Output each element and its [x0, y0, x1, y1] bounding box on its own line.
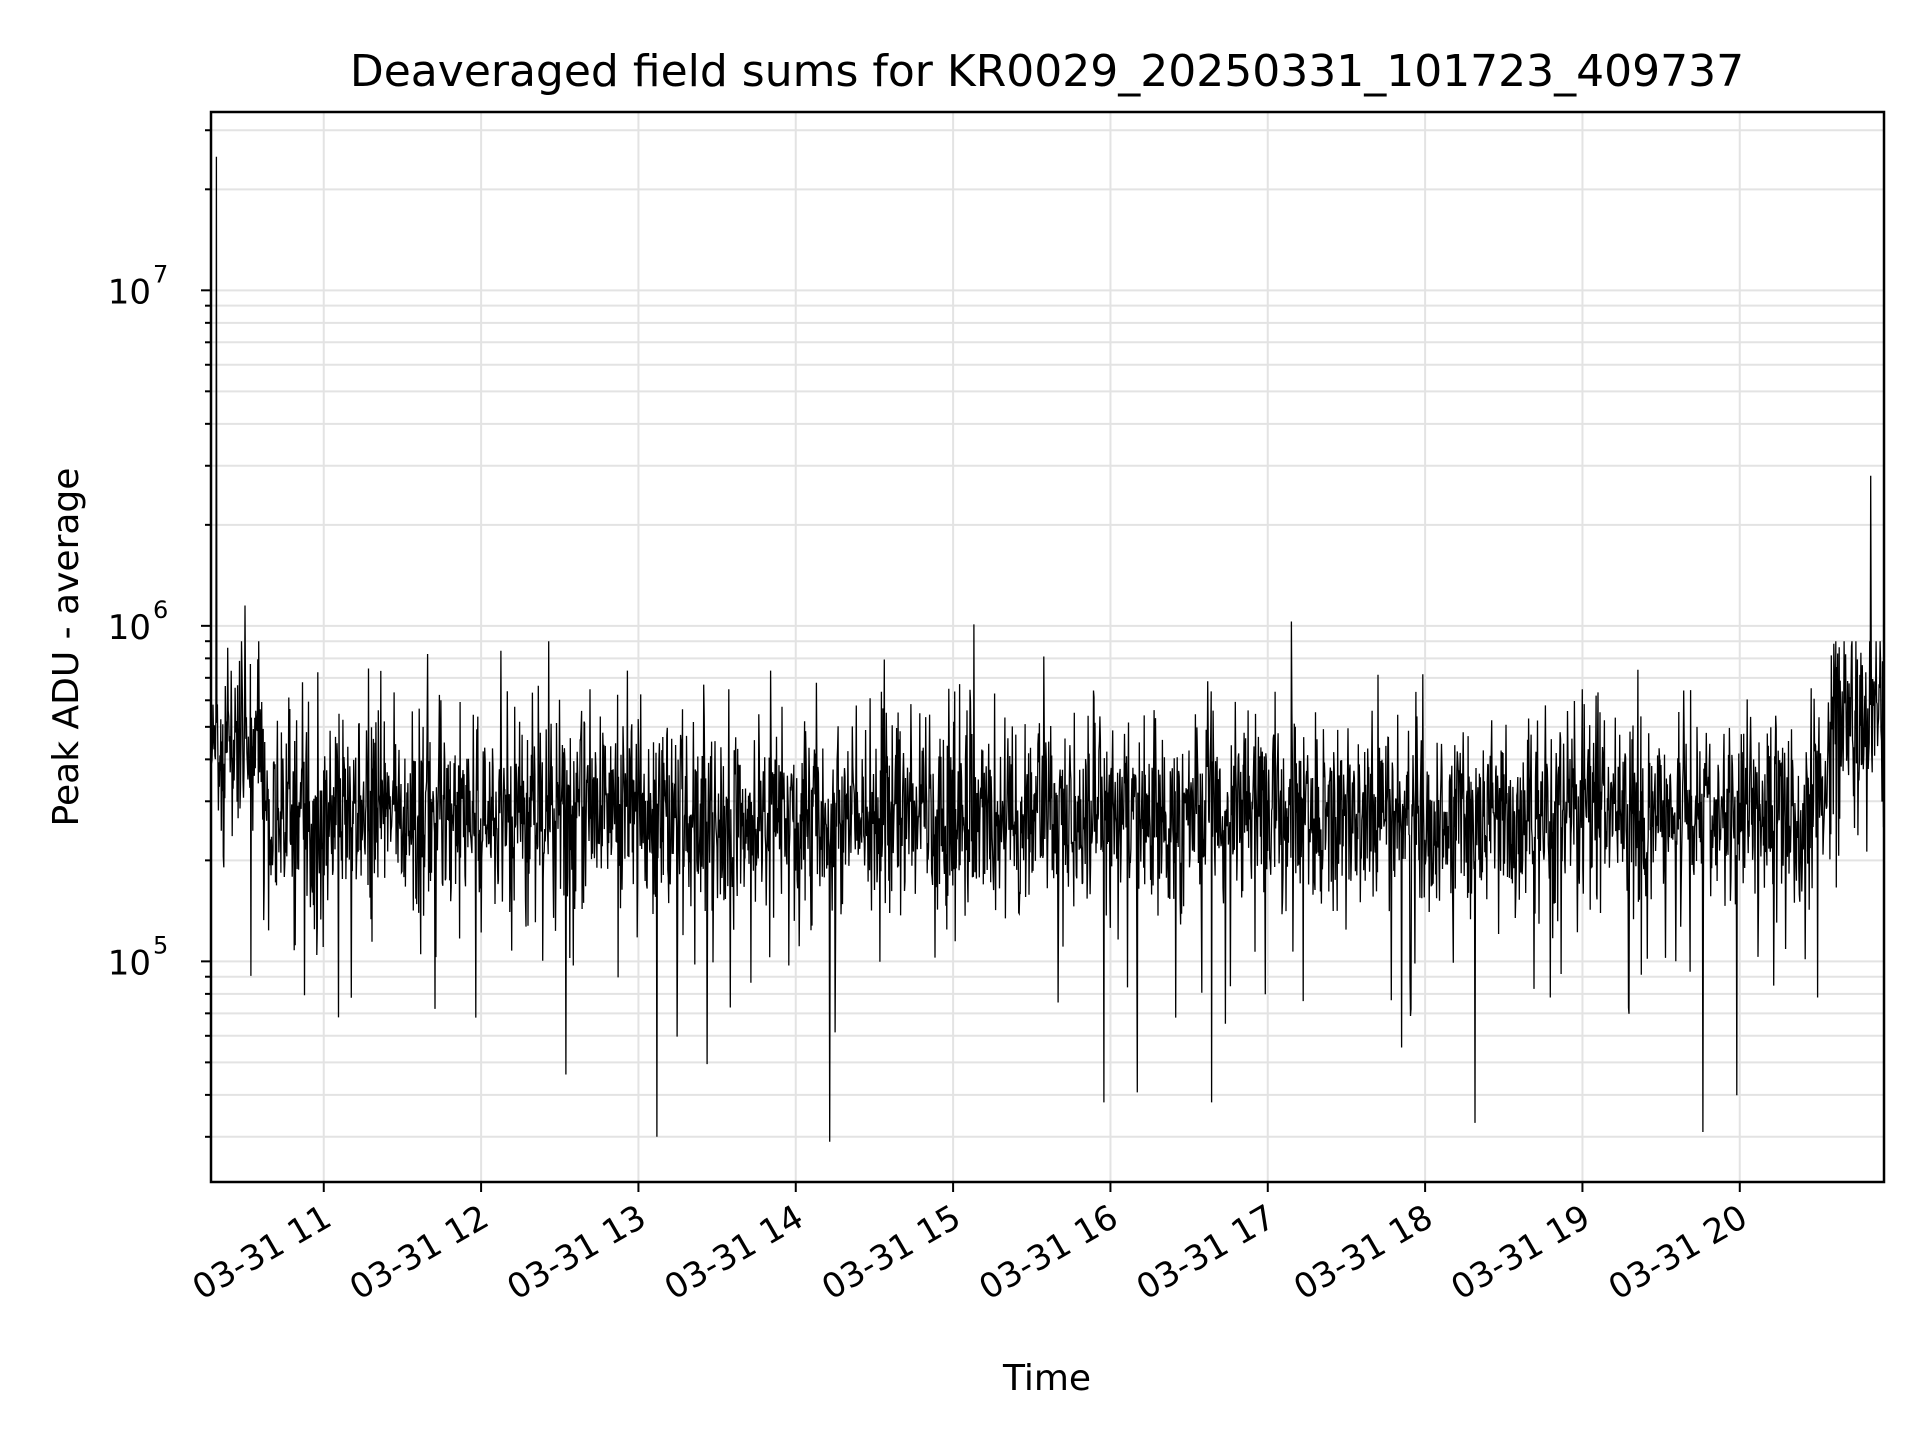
series-line: [210, 156, 1885, 1142]
y-tick-exponent: 7: [153, 260, 168, 288]
x-axis-label: Time: [1002, 1358, 1091, 1399]
y-tick-exponent: 5: [153, 931, 168, 959]
plot-frame: [209, 110, 1886, 1184]
data-series: [210, 156, 1885, 1142]
chart-title: Deaveraged field sums for KR0029_2025033…: [350, 46, 1744, 97]
y-tick-label: 10: [108, 943, 151, 983]
y-axis-label: Peak ADU - average: [46, 468, 87, 827]
y-tick-label: 10: [108, 272, 151, 312]
y-tick-exponent: 6: [153, 596, 168, 624]
y-tick-label: 10: [108, 608, 151, 648]
